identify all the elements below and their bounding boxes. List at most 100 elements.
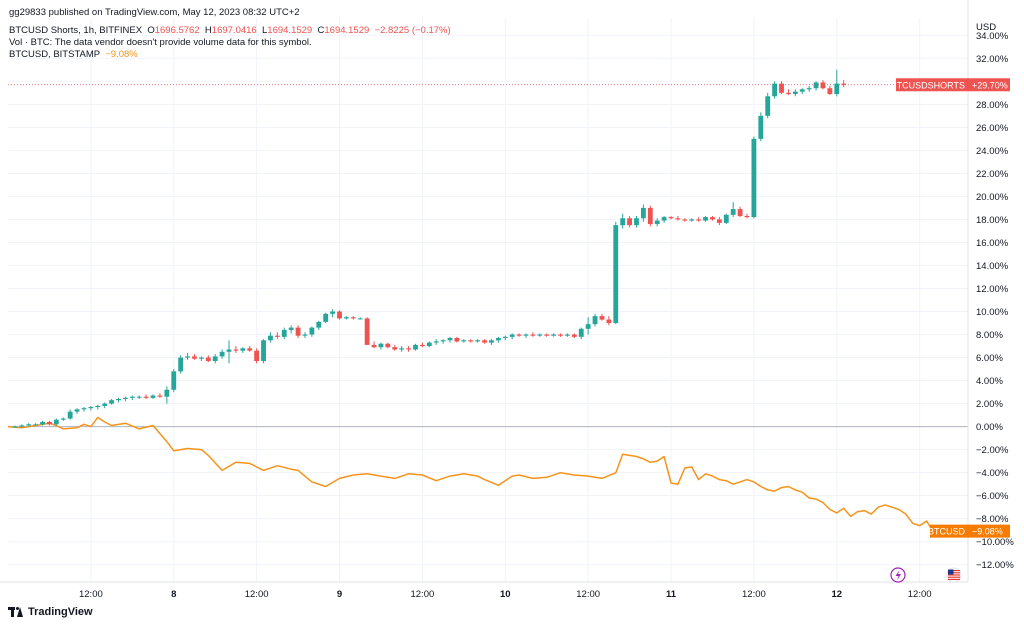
candle-body (482, 340, 487, 343)
candle-up (489, 339, 494, 345)
candle-body (551, 334, 557, 336)
candle-body (53, 419, 59, 425)
axis-currency-label[interactable]: USD (976, 22, 997, 33)
candle-body (675, 218, 681, 220)
x-tick-label: 8 (171, 589, 176, 600)
candle-up (440, 339, 446, 344)
flag-icon[interactable] (946, 567, 962, 583)
candle-body (316, 321, 322, 328)
candle-down (385, 342, 391, 349)
candle-body (26, 424, 32, 426)
candle-body (178, 357, 184, 372)
candle-up (102, 402, 108, 409)
candle-body (661, 217, 667, 221)
y-tick-label: 18.00% (976, 215, 1009, 226)
y-tick-label: 10.00% (976, 307, 1009, 318)
candle-up (33, 423, 39, 426)
x-tick-label: 9 (337, 589, 342, 600)
high-key: H (204, 25, 212, 36)
candle-up (433, 339, 439, 345)
open-value: 1696.5762 (154, 25, 200, 36)
candle-down (337, 310, 342, 320)
btcusd-price-tag-value: −9.08% (972, 527, 1003, 537)
flag-stripe (948, 572, 960, 574)
candle-body (330, 311, 336, 314)
btcusd-price-tag-name-box (930, 524, 968, 538)
candle-body (730, 209, 736, 215)
candle-body (281, 329, 287, 337)
candle-up (185, 352, 190, 360)
candle-body (799, 89, 805, 92)
low-key: L (262, 25, 268, 36)
candle-down (143, 394, 149, 399)
low-value: 1694.1529 (267, 25, 313, 36)
candle-down (696, 217, 702, 222)
candle-body (689, 219, 695, 221)
candle-body (157, 395, 163, 397)
candle-body (627, 218, 632, 226)
btcusdshorts-price-tag-value-box (968, 78, 1010, 92)
candle-body (668, 217, 674, 219)
candle-up (758, 112, 764, 142)
candle-up (620, 213, 626, 229)
candle-body (640, 207, 646, 219)
x-tick-label: 11 (666, 589, 677, 600)
published-line: gg29833 published on TradingView.com, Ma… (9, 7, 300, 18)
y-tick-label: 4.00% (976, 376, 1003, 387)
candle-up (344, 316, 349, 320)
btcusdshorts-price-tag: BTCUSDSHORTS +29.70% (891, 78, 1010, 92)
candle-up (426, 341, 432, 348)
candle-up (689, 218, 695, 222)
candle-down (371, 341, 377, 349)
candle-body (288, 327, 294, 330)
x-tick-label: 12:00 (576, 589, 600, 600)
y-tick-label: −4.00% (976, 468, 1009, 479)
candle-body (406, 348, 411, 350)
candle-body (440, 340, 446, 342)
x-tick-label: 12:00 (410, 589, 434, 600)
candle-up (240, 347, 246, 353)
candle-body (696, 219, 702, 221)
candle-up (495, 336, 501, 343)
y-tick-label: 0.00% (976, 422, 1003, 433)
candle-up (565, 333, 570, 337)
y-tick-label: 8.00% (976, 330, 1003, 341)
candle-up (654, 218, 660, 227)
lightning-icon[interactable] (890, 567, 906, 583)
y-tick-label: 20.00% (976, 192, 1009, 203)
candle-body (765, 96, 771, 116)
candle-up (399, 346, 405, 352)
tradingview-logo[interactable]: TradingView (8, 606, 93, 618)
candle-down (233, 346, 239, 353)
legend-compare-series[interactable]: BTCUSD, BITSTAMP −9.08% (9, 49, 138, 61)
btcusd-price-tag-name: BTCUSD (928, 527, 966, 537)
candle-body (122, 397, 128, 399)
x-tick-label: 12:00 (908, 589, 932, 600)
candle-down (419, 342, 425, 348)
candle-body (74, 409, 80, 412)
candle-up (198, 356, 204, 362)
y-tick-label: −10.00% (976, 537, 1014, 548)
candle-up (799, 88, 805, 94)
candle-body (67, 411, 73, 419)
candle-up (60, 417, 66, 421)
candle-down (682, 218, 688, 222)
candle-body (102, 403, 108, 406)
close-key: C (317, 25, 325, 36)
candle-body (205, 357, 211, 362)
candle-body (820, 82, 826, 89)
candle-up (109, 398, 115, 405)
candle-up (129, 395, 135, 401)
logo-text: TradingView (28, 606, 93, 618)
legend-main-series[interactable]: BTCUSD Shorts, 1h, BITFINEX O1696.5762 H… (9, 25, 451, 37)
candle-up (461, 339, 467, 343)
candle-body (841, 83, 847, 85)
candle-body (129, 396, 135, 398)
candle-body (682, 219, 688, 221)
candle-body (143, 396, 149, 398)
candle-body (33, 424, 39, 426)
candle-body (758, 115, 764, 139)
legend-volume[interactable]: Vol · BTC: The data vendor doesn't provi… (9, 37, 312, 48)
candle-up (212, 354, 218, 364)
